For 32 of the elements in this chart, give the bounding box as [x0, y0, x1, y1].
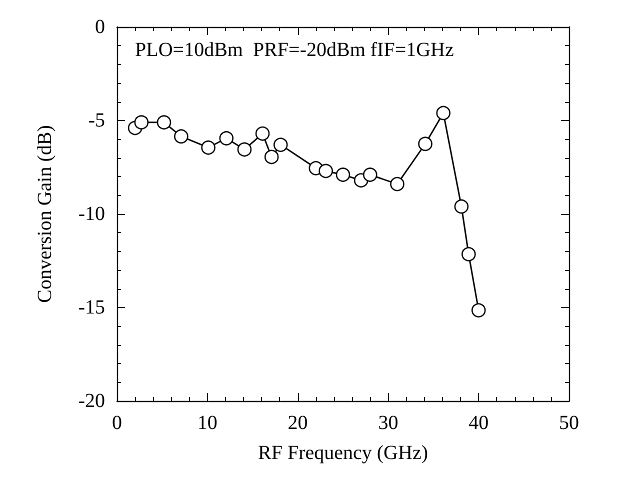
point	[237, 142, 252, 157]
annotation: PLO=10dBm PRF=-20dBm fIF=1GHz	[135, 39, 454, 61]
point	[219, 131, 234, 146]
x-tick-label: 50	[559, 412, 579, 434]
x-axis-title: RF Frequency (GHz)	[258, 442, 428, 464]
point	[273, 138, 288, 152]
point	[362, 168, 378, 182]
x-tick-label: 20	[288, 412, 308, 434]
point	[174, 129, 188, 144]
point	[255, 126, 270, 141]
point	[264, 150, 279, 164]
point	[318, 164, 333, 178]
y-axis-title: Conversion Gain (dB)	[34, 125, 56, 303]
y-tick-label: -5	[88, 110, 105, 132]
y-tick-label: -20	[78, 390, 105, 412]
y-tick-label: 0	[95, 16, 105, 38]
point	[418, 136, 432, 152]
point	[454, 199, 469, 214]
x-tick-label: 40	[468, 412, 489, 434]
point	[336, 168, 350, 182]
y-tick-label: -15	[78, 296, 105, 318]
point	[156, 115, 172, 130]
y-tick-label: -10	[78, 203, 105, 225]
point	[436, 106, 450, 120]
point	[201, 140, 216, 155]
x-tick-label: 10	[197, 412, 218, 434]
point	[390, 176, 404, 192]
x-tick-label: 0	[112, 412, 122, 434]
point	[462, 247, 476, 262]
x-tick-label: 30	[378, 412, 398, 434]
point	[471, 303, 486, 318]
point	[134, 115, 149, 130]
